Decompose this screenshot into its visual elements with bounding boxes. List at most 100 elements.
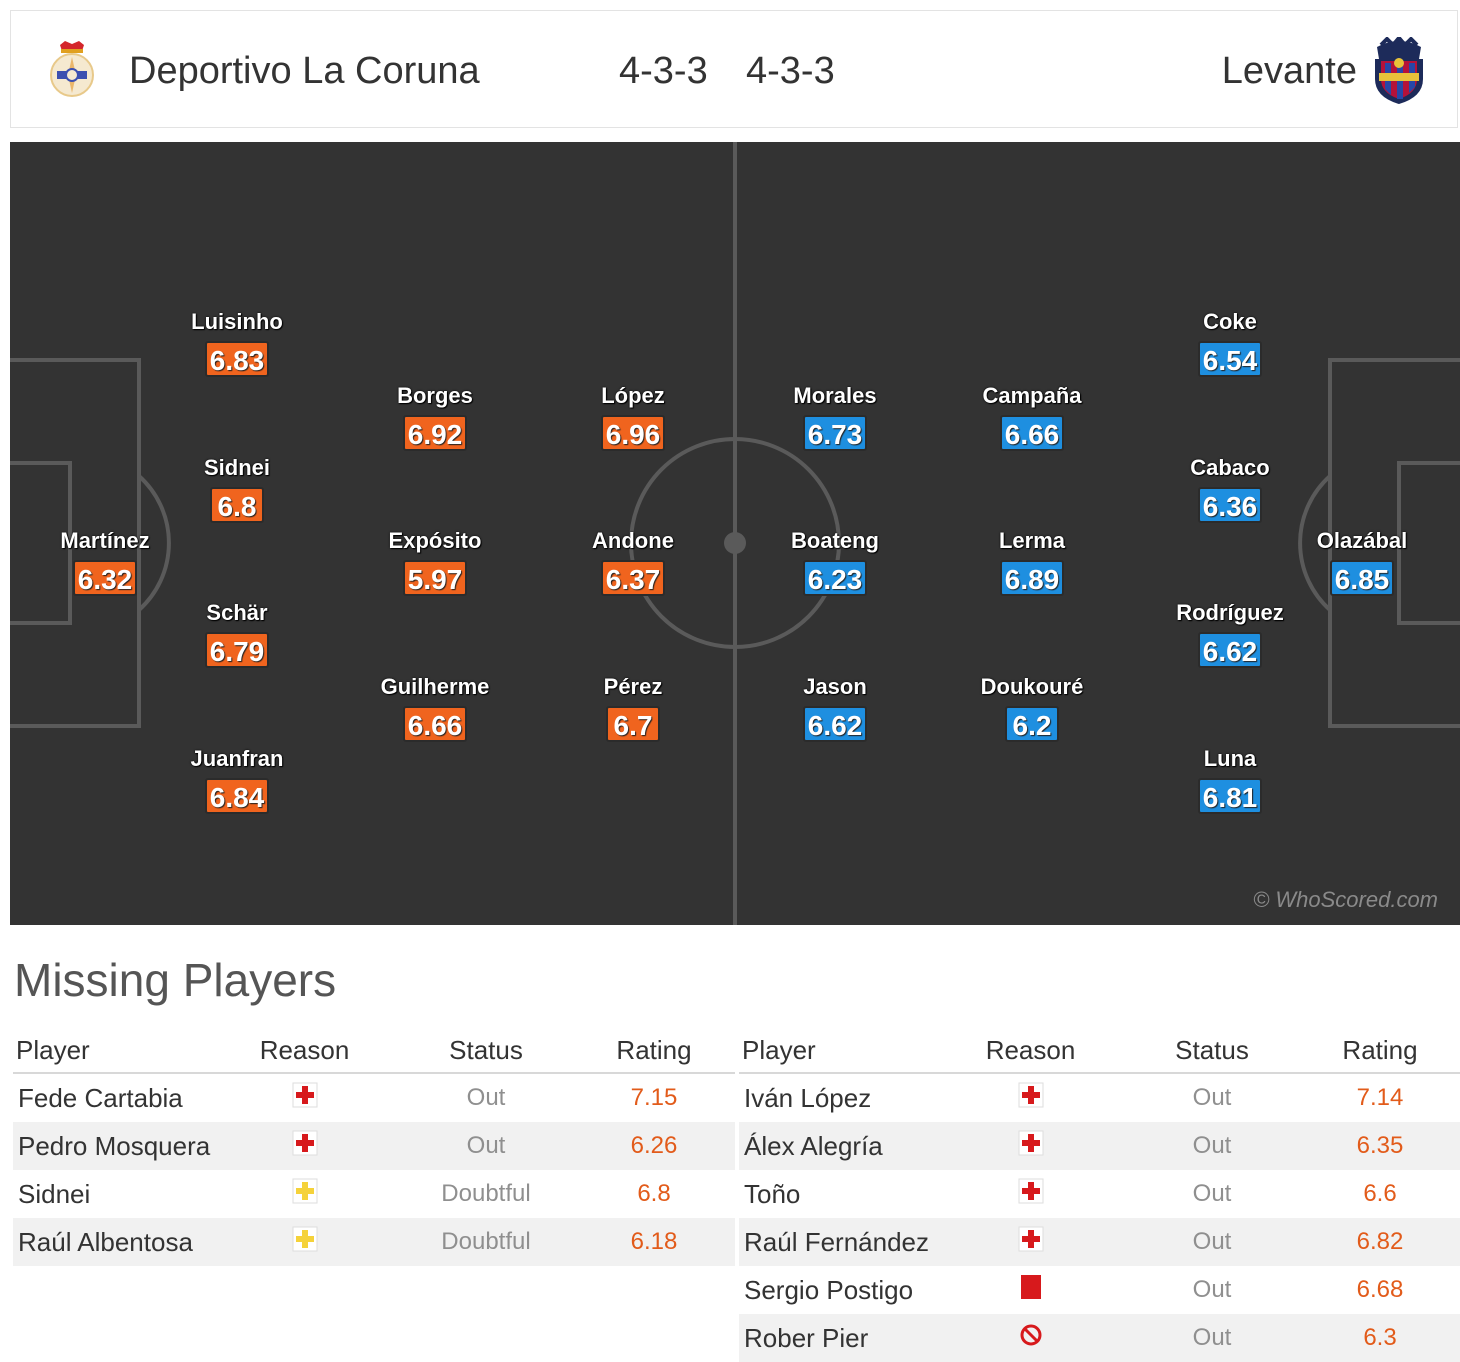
- player-name: Luna: [1203, 746, 1257, 771]
- table-row[interactable]: Rober Pier Out 6.3: [739, 1314, 1460, 1362]
- missing-player-name[interactable]: Iván López: [744, 1082, 872, 1113]
- whoscored-watermark: © WhoScored.com: [1253, 887, 1438, 912]
- missing-player-name[interactable]: Sidnei: [18, 1178, 91, 1209]
- home-player-rcb[interactable]: Schär 6.79: [157, 600, 317, 668]
- player-rating: 6.32: [72, 560, 138, 596]
- home-player-rcm[interactable]: Guilherme 6.66: [355, 674, 515, 742]
- status-cell: Doubtful: [366, 1218, 606, 1266]
- missing-player-name[interactable]: Toño: [744, 1178, 801, 1209]
- away-player-gk[interactable]: Olazábal 6.85: [1282, 528, 1442, 596]
- column-header-rating[interactable]: Rating: [1332, 1028, 1428, 1074]
- home-player-rw[interactable]: Pérez 6.7: [553, 674, 713, 742]
- rating-cell: 6.8: [637, 1180, 671, 1207]
- column-header-reason[interactable]: Reason: [243, 1028, 366, 1074]
- away-player-cm[interactable]: Lerma 6.89: [952, 528, 1112, 596]
- rating-cell: 6.18: [606, 1218, 702, 1266]
- player-rating: 6.66: [999, 415, 1065, 451]
- player-rating: 6.8: [210, 487, 264, 523]
- doubtful-injury-icon[interactable]: [292, 1226, 318, 1259]
- table-row[interactable]: Iván López Out 7.14: [739, 1073, 1460, 1122]
- player-rating: 6.36: [1197, 487, 1263, 523]
- injury-icon[interactable]: [1018, 1178, 1044, 1211]
- other-icon[interactable]: [1019, 1323, 1043, 1354]
- player-name: Juanfran: [190, 746, 284, 771]
- away-player-rw[interactable]: Morales 6.73: [755, 383, 915, 451]
- missing-player-name[interactable]: Raúl Fernández: [739, 1218, 969, 1266]
- home-player-gk[interactable]: Martínez 6.32: [25, 528, 185, 596]
- away-player-lcb[interactable]: Rodríguez 6.62: [1150, 600, 1310, 668]
- away-player-rcm[interactable]: Campaña 6.66: [952, 383, 1112, 451]
- away-player-st[interactable]: Boateng 6.23: [755, 528, 915, 596]
- home-player-lb[interactable]: Luisinho 6.83: [157, 309, 317, 377]
- player-name: López: [601, 383, 665, 408]
- column-header-rating[interactable]: Rating: [606, 1028, 702, 1074]
- player-name: Jason: [803, 674, 867, 699]
- away-player-lw[interactable]: Jason 6.62: [755, 674, 915, 742]
- injury-icon[interactable]: [292, 1082, 318, 1115]
- player-name: Martínez: [60, 528, 150, 553]
- table-row[interactable]: Raúl Albentosa Doubtful 6.18: [13, 1218, 735, 1266]
- player-name: Luisinho: [191, 309, 283, 334]
- reason-cell: [969, 1314, 1092, 1362]
- doubtful-injury-icon[interactable]: [292, 1178, 318, 1211]
- table-row[interactable]: Toño Out 6.6: [739, 1170, 1460, 1218]
- table-header-row: Player Reason Status Rating: [739, 1028, 1460, 1074]
- spacer-cell: [1428, 1122, 1460, 1170]
- reason-cell: [969, 1122, 1092, 1170]
- away-player-rb[interactable]: Coke 6.54: [1150, 309, 1310, 377]
- status-cell: Out: [466, 1084, 506, 1111]
- missing-player-name[interactable]: Raúl Albentosa: [13, 1218, 243, 1266]
- missing-player-name[interactable]: Fede Cartabia: [18, 1082, 183, 1113]
- missing-player-name[interactable]: Rober Pier: [739, 1314, 969, 1362]
- table-row[interactable]: Sergio Postigo Out 6.68: [739, 1266, 1460, 1314]
- injury-icon[interactable]: [1018, 1130, 1044, 1163]
- player-rating: 6.62: [802, 706, 868, 742]
- player-name: Coke: [1203, 309, 1257, 334]
- column-header-status[interactable]: Status: [1092, 1028, 1332, 1074]
- missing-player-name[interactable]: Álex Alegría: [739, 1122, 969, 1170]
- injury-icon[interactable]: [1018, 1226, 1044, 1259]
- column-header-reason[interactable]: Reason: [969, 1028, 1092, 1074]
- column-header-status[interactable]: Status: [366, 1028, 606, 1074]
- away-player-lcm[interactable]: Doukouré 6.2: [952, 674, 1112, 742]
- home-player-cm[interactable]: Expósito 5.97: [355, 528, 515, 596]
- home-player-st[interactable]: Andone 6.37: [553, 528, 713, 596]
- column-header-spacer: [702, 1028, 735, 1074]
- deportivo-crest-icon[interactable]: [47, 39, 97, 103]
- missing-player-name[interactable]: Pedro Mosquera: [13, 1122, 243, 1170]
- player-rating: 6.2: [1005, 706, 1059, 742]
- player-name: Cabaco: [1190, 455, 1270, 480]
- reason-cell: [243, 1170, 366, 1218]
- player-rating: 6.54: [1197, 341, 1263, 377]
- column-header-player[interactable]: Player: [13, 1028, 243, 1074]
- status-cell: Out: [366, 1122, 606, 1170]
- away-player-rcb[interactable]: Cabaco 6.36: [1150, 455, 1310, 523]
- home-player-lw[interactable]: López 6.96: [553, 383, 713, 451]
- status-cell: Out: [1192, 1180, 1232, 1207]
- column-header-player[interactable]: Player: [739, 1028, 969, 1074]
- table-row[interactable]: Pedro Mosquera Out 6.26: [13, 1122, 735, 1170]
- injury-icon[interactable]: [1018, 1082, 1044, 1115]
- spacer-cell: [702, 1218, 735, 1266]
- spacer-cell: [702, 1170, 735, 1218]
- levante-crest-icon[interactable]: [1367, 37, 1431, 105]
- injury-icon[interactable]: [292, 1130, 318, 1163]
- red-card-icon[interactable]: [1020, 1274, 1042, 1307]
- away-player-lb[interactable]: Luna 6.81: [1150, 746, 1310, 814]
- player-name: Sidnei: [203, 455, 270, 480]
- home-player-rb[interactable]: Juanfran 6.84: [157, 746, 317, 814]
- table-row[interactable]: Fede Cartabia Out 7.15: [13, 1073, 735, 1122]
- table-row[interactable]: Sidnei Doubtful 6.8: [13, 1170, 735, 1218]
- away-team-name[interactable]: Levante: [1221, 50, 1357, 92]
- spacer-cell: [1428, 1314, 1460, 1362]
- home-team-name[interactable]: Deportivo La Coruna: [129, 50, 480, 92]
- home-player-lcm[interactable]: Borges 6.92: [355, 383, 515, 451]
- table-row[interactable]: Álex Alegría Out 6.35: [739, 1122, 1460, 1170]
- table-row[interactable]: Raúl Fernández Out 6.82: [739, 1218, 1460, 1266]
- reason-cell: [243, 1122, 366, 1170]
- match-header: Deportivo La Coruna 4-3-3 4-3-3 Levante: [10, 10, 1458, 128]
- player-rating: 6.7: [606, 706, 660, 742]
- column-header-spacer: [1428, 1028, 1460, 1074]
- home-player-lcb[interactable]: Sidnei 6.8: [157, 455, 317, 523]
- missing-player-name[interactable]: Sergio Postigo: [744, 1274, 914, 1305]
